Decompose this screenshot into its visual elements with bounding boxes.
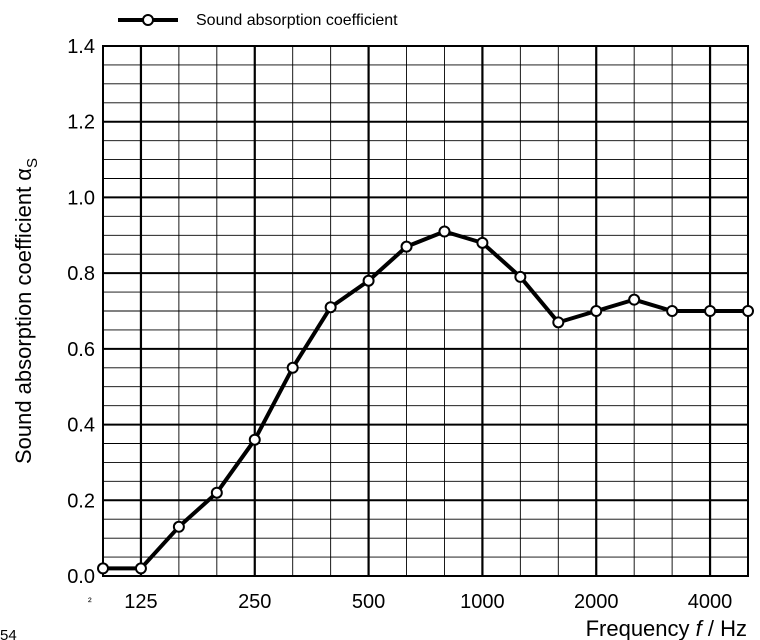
side-annotation-number: 54 xyxy=(0,627,17,640)
data-point xyxy=(97,562,109,575)
x-tick-label: 4000 xyxy=(688,591,733,613)
series-line xyxy=(103,229,748,571)
grid-major xyxy=(103,46,748,576)
data-point xyxy=(514,270,527,283)
x-tick-label: 500 xyxy=(352,591,385,613)
data-point xyxy=(362,274,375,287)
legend-label: Sound absorption coefficient xyxy=(196,12,398,29)
y-tick-label: 0.0 xyxy=(67,566,95,588)
x-tick-label: 125 xyxy=(124,591,157,613)
data-point xyxy=(438,225,451,238)
data-point xyxy=(742,305,754,317)
y-tick-label: 0.8 xyxy=(67,263,95,285)
y-tick-label: 1.0 xyxy=(67,187,95,209)
x-axis-label: Frequency f / Hz xyxy=(586,616,747,640)
y-tick-label: 0.4 xyxy=(67,415,95,437)
legend-marker-sample xyxy=(142,14,154,26)
data-point xyxy=(400,240,413,253)
data-point xyxy=(666,305,679,317)
y-tick-labels: 0.0 0.2 0.4 0.6 0.8 1.0 1.2 1.4 xyxy=(67,36,95,588)
data-point xyxy=(552,316,565,329)
data-point xyxy=(286,361,299,374)
data-point xyxy=(476,236,489,249)
y-axis-label: Sound absorption coefficient αS xyxy=(11,158,41,464)
data-point xyxy=(172,520,185,533)
x-tick-labels: 125 250 500 1000 2000 4000 xyxy=(124,591,732,613)
side-annotation-superscript: ² xyxy=(88,596,92,608)
x-tick-label: 250 xyxy=(238,591,271,613)
data-point xyxy=(134,562,147,575)
legend: Sound absorption coefficient xyxy=(118,12,398,29)
grid-minor xyxy=(103,46,748,576)
y-tick-label: 0.2 xyxy=(67,490,95,512)
y-tick-label: 0.6 xyxy=(67,339,95,361)
series-markers xyxy=(97,225,754,575)
data-point xyxy=(324,301,337,314)
data-point xyxy=(210,486,223,499)
x-tick-label: 2000 xyxy=(574,591,619,613)
data-point xyxy=(704,305,717,317)
x-tick-label: 1000 xyxy=(460,591,505,613)
y-tick-label: 1.4 xyxy=(67,36,95,58)
data-point xyxy=(628,293,641,306)
y-tick-label: 1.2 xyxy=(67,112,95,134)
data-point xyxy=(248,433,261,446)
data-point xyxy=(590,305,603,317)
